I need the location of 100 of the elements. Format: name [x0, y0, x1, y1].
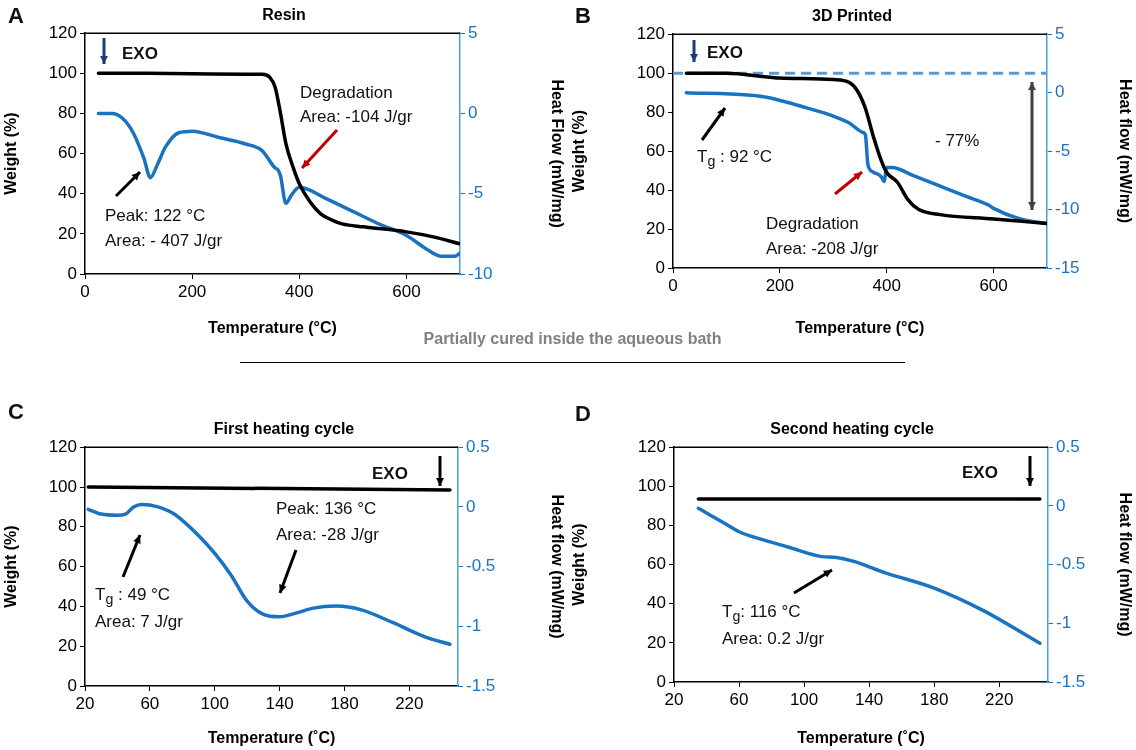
- annotation: Area: - 407 J/gr: [105, 230, 223, 250]
- annotation: EXO: [707, 42, 743, 62]
- x-tick-label: 100: [789, 689, 819, 709]
- x-axis-title: Temperature (°C): [795, 318, 925, 336]
- y2-tick-label: -0.5: [1056, 554, 1086, 574]
- y2-tick-label: 0: [468, 103, 478, 123]
- y-tick-label: 0: [656, 671, 666, 691]
- y-tick-label: 100: [637, 476, 666, 496]
- x-tick-label: 400: [285, 281, 314, 301]
- y2-tick-label: -1.5: [466, 675, 496, 695]
- y-tick-label: 80: [647, 515, 666, 535]
- x-tick-label: 600: [979, 275, 1008, 295]
- y-axis-title: Weight (%): [570, 523, 588, 606]
- y-axis-title: Weight (%): [570, 109, 588, 193]
- y2-tick-label: 0: [1056, 495, 1066, 515]
- x-axis-title: Temperature (°C): [208, 318, 337, 336]
- x-tick-label: 0: [80, 281, 90, 301]
- y-tick-label: 0: [67, 675, 77, 695]
- annotation: Degradation: [300, 82, 393, 102]
- y-tick-label: 80: [646, 101, 665, 121]
- y-tick-label: 60: [58, 556, 77, 576]
- y-tick-label: 40: [646, 179, 665, 199]
- line-series: [696, 506, 1042, 646]
- x-tick-label: 200: [765, 275, 795, 295]
- x-tick-label: 180: [330, 693, 359, 713]
- x-tick-label: 180: [919, 689, 949, 709]
- text: A: [8, 3, 24, 28]
- y-tick-label: 60: [646, 140, 665, 160]
- y-tick-label: 80: [58, 516, 77, 536]
- annotation: Degradation: [766, 213, 859, 233]
- y-tick-label: 20: [58, 635, 77, 655]
- annotation: T$_{g}$ : 92 °C: [697, 146, 773, 170]
- y-tick-label: 120: [636, 23, 665, 43]
- y-tick-label: 40: [58, 596, 77, 616]
- y2-tick-label: -1.5: [1056, 671, 1086, 691]
- y2-tick-label: 5: [1055, 23, 1065, 43]
- y2-axis-title: Heat Flow (mW/mg): [548, 79, 566, 228]
- text: B: [575, 3, 591, 28]
- y2-axis-title: Heat flow (mW/mg): [1116, 79, 1134, 224]
- annotation: EXO: [372, 463, 408, 483]
- x-tick-label: 400: [872, 275, 901, 295]
- y2-tick-label: 0.5: [1056, 436, 1080, 456]
- y-tick-label: 0: [655, 257, 665, 277]
- y-tick-label: 60: [647, 554, 666, 574]
- x-tick-label: 60: [729, 689, 749, 709]
- annotation: Area: -104 J/gr: [300, 106, 413, 126]
- annotation: Area: 0.2 J/gr: [722, 628, 825, 648]
- y-tick-label: 40: [58, 183, 77, 203]
- annotation: Area: 7 J/gr: [95, 611, 183, 631]
- y-tick-label: 20: [647, 632, 666, 652]
- y-tick-label: 120: [48, 436, 77, 456]
- x-tick-label: 600: [392, 281, 421, 301]
- line-series: [96, 111, 460, 259]
- y2-tick-label: 0.5: [466, 436, 490, 456]
- y2-tick-label: -15: [1055, 257, 1080, 277]
- y-tick-label: 100: [48, 63, 77, 83]
- line-series: [86, 502, 452, 646]
- x-axis-title: Temperature (˚C): [207, 728, 336, 746]
- y2-axis-title: Heat flow (mW/mg): [1116, 492, 1134, 637]
- chart-title: Second heating cycle: [770, 420, 934, 438]
- y2-tick-label: 0: [466, 496, 476, 516]
- annotation: Area: -28 J/gr: [276, 524, 379, 544]
- y-tick-label: 40: [647, 593, 666, 613]
- annotation: Area: -208 J/gr: [766, 238, 879, 258]
- y-tick-label: 60: [58, 143, 77, 163]
- text: Partially cured inside the aqueous bath: [423, 330, 722, 347]
- annotation: EXO: [962, 462, 998, 482]
- x-tick-label: 100: [200, 693, 229, 713]
- x-tick-label: 140: [265, 693, 294, 713]
- annotation: T$_{g}$ : 49 °C: [95, 584, 171, 608]
- y2-tick-label: -1: [1056, 612, 1072, 632]
- y-tick-label: 80: [58, 103, 77, 123]
- y-axis-title: Weight (%): [2, 112, 20, 195]
- y2-tick-label: 0: [1055, 82, 1065, 102]
- chart-title: 3D Printed: [811, 7, 893, 25]
- annotation: Peak: 122 °C: [105, 205, 206, 225]
- y-tick-label: 20: [58, 223, 77, 243]
- y2-tick-label: -5: [468, 183, 484, 203]
- y2-tick-label: -1: [466, 615, 482, 635]
- chart-title: First heating cycle: [213, 420, 355, 438]
- annotation: T$_{g}$: 116 °C: [722, 601, 801, 625]
- x-tick-label: 220: [395, 693, 424, 713]
- text: C: [8, 399, 24, 424]
- x-tick-label: 220: [985, 689, 1014, 709]
- annotation: Peak: 136 °C: [276, 498, 377, 518]
- x-axis-title: Temperature (˚C): [797, 728, 925, 746]
- y-tick-label: 20: [646, 218, 665, 238]
- x-tick-label: 60: [140, 693, 160, 713]
- annotation: - 77%: [935, 130, 980, 150]
- y-tick-label: 120: [637, 436, 666, 456]
- y2-tick-label: -0.5: [466, 556, 496, 576]
- y2-tick-label: 5: [468, 22, 478, 42]
- y-tick-label: 100: [48, 476, 77, 496]
- annotation: EXO: [122, 43, 158, 63]
- x-tick-label: 140: [854, 689, 884, 709]
- y2-axis-title: Heat flow (mW/mg): [548, 494, 566, 639]
- y2-tick-label: -5: [1055, 140, 1071, 160]
- text: D: [575, 401, 591, 426]
- chart-title: Resin: [262, 6, 306, 24]
- y2-tick-label: -10: [1055, 199, 1080, 219]
